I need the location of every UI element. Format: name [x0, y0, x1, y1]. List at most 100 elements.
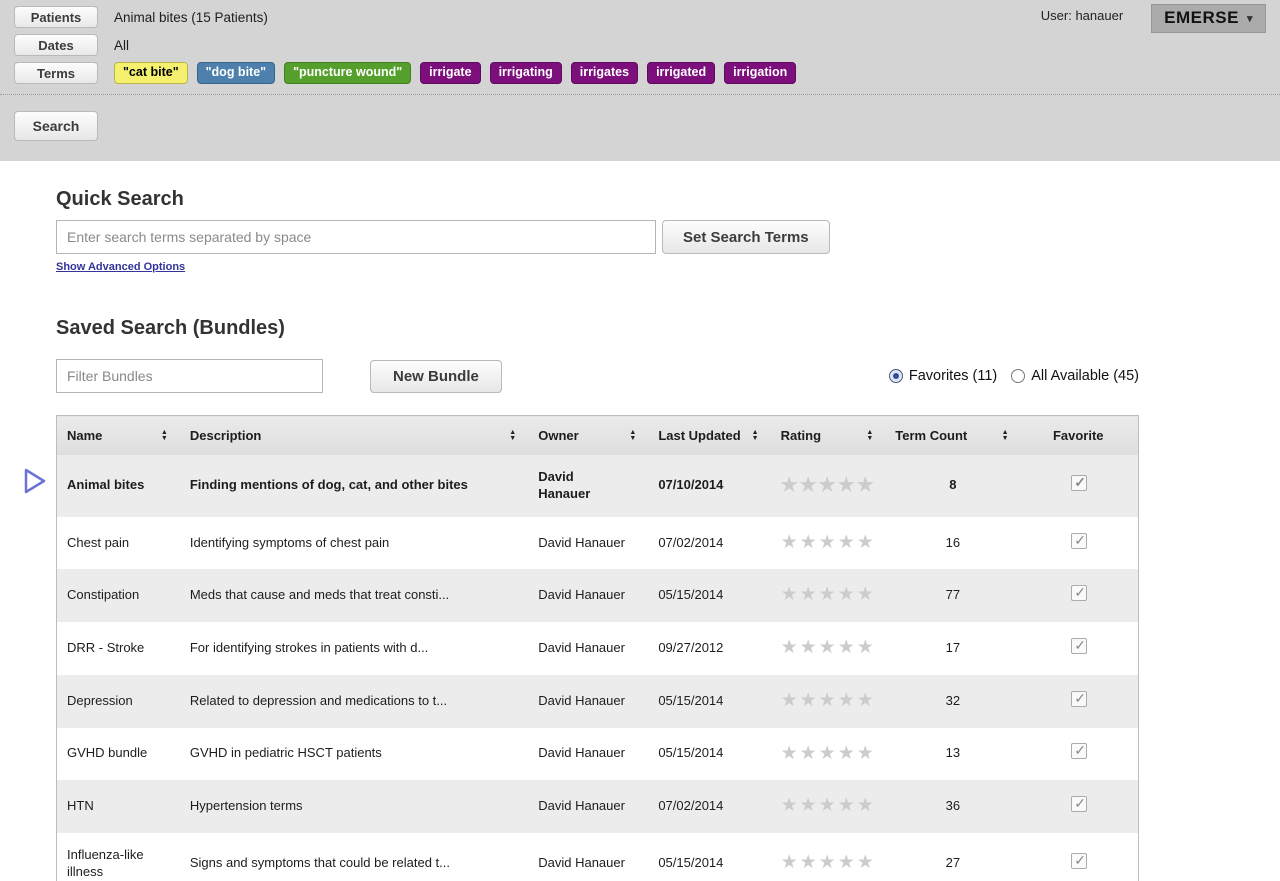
bundle-favorite: [1021, 517, 1139, 570]
bundle-row[interactable]: Depression Related to depression and medi…: [56, 674, 1139, 728]
bundle-row[interactable]: DRR - Stroke For identifying strokes in p…: [56, 622, 1139, 675]
rating-stars[interactable]: ★★★★★: [780, 474, 876, 496]
term-chips: "cat bite" "dog bite" "puncture wound" irri…: [114, 62, 797, 84]
filter-bundles-input[interactable]: [56, 359, 323, 393]
bundle-name: Constipation: [67, 587, 140, 603]
bundles-table: Name ▲ ▼ Description ▲ ▼ Owner ▲ ▼ Last Updated ▲ ▼…: [56, 415, 1139, 881]
bundle-term-count: 16: [945, 534, 961, 550]
bundle-owner: David Hanauer: [528, 569, 648, 622]
patients-row: Patients Animal bites (15 Patients): [14, 6, 1266, 28]
rating-stars[interactable]: ★★★★★: [780, 852, 876, 874]
sort-icon[interactable]: ▲ ▼: [751, 429, 759, 442]
term-chip[interactable]: irrigates: [570, 62, 639, 84]
bundle-last-updated: 05/15/2014: [658, 692, 724, 708]
favorite-checkbox[interactable]: [1071, 794, 1088, 812]
favorites-radio[interactable]: [888, 369, 903, 383]
all-available-radio-option[interactable]: All Available (45): [1011, 368, 1139, 384]
favorite-checkbox[interactable]: [1071, 473, 1088, 492]
rating-stars[interactable]: ★★★★★: [780, 742, 876, 764]
bundle-rating: ★★★★★: [771, 833, 886, 881]
favorites-radio-option[interactable]: Favorites (11): [888, 368, 997, 384]
patients-value: Animal bites (15 Patients): [114, 9, 268, 25]
column-header-owner[interactable]: Owner ▲ ▼: [528, 415, 649, 455]
bundle-description: For identifying strokes in patients with…: [189, 640, 429, 656]
bundle-rating: ★★★★★: [771, 622, 886, 675]
rating-stars[interactable]: ★★★★★: [780, 637, 876, 659]
set-search-terms-button[interactable]: Set Search Terms: [662, 220, 830, 254]
bundle-term-count: 77: [945, 587, 961, 603]
terms-button[interactable]: Terms: [14, 62, 98, 84]
bundle-owner: David Hanauer: [528, 780, 648, 833]
bundle-row[interactable]: Chest pain Identifying symptoms of chest …: [56, 516, 1139, 570]
emerse-menu-button[interactable]: EMERSE ▾: [1151, 4, 1266, 33]
show-advanced-options-link[interactable]: Show Advanced Options: [56, 261, 186, 273]
quick-search-input[interactable]: [56, 220, 656, 254]
favorite-checkbox[interactable]: [1071, 741, 1088, 760]
sort-icon[interactable]: ▲ ▼: [866, 429, 874, 442]
favorite-checkbox[interactable]: [1071, 689, 1088, 707]
term-chip[interactable]: irrigating: [489, 62, 562, 84]
dates-button[interactable]: Dates: [14, 34, 98, 56]
bundle-owner: David Hanauer: [528, 455, 648, 517]
column-header-description[interactable]: Description ▲ ▼: [179, 415, 529, 455]
bundle-favorite: [1021, 675, 1139, 728]
column-header-term-count[interactable]: Term Count ▲ ▼: [885, 415, 1021, 455]
bundle-name: GVHD bundle: [67, 745, 148, 761]
column-header-label: Owner: [538, 428, 579, 443]
table-header-row: Name ▲ ▼ Description ▲ ▼ Owner ▲ ▼ Last Updated ▲ ▼…: [56, 415, 1139, 455]
sort-icon[interactable]: ▲ ▼: [509, 429, 517, 442]
term-chip[interactable]: "dog bite": [196, 62, 276, 84]
bundle-name: Chest pain: [67, 534, 130, 550]
bundle-owner-text: David Hanauer: [538, 692, 625, 708]
terms-row: Terms "cat bite" "dog bite" "puncture woun…: [14, 62, 1266, 84]
term-chip[interactable]: irrigation: [724, 62, 797, 84]
patients-button[interactable]: Patients: [14, 6, 98, 28]
favorite-checkbox[interactable]: [1071, 851, 1088, 870]
term-chip[interactable]: irrigate: [420, 62, 481, 84]
rating-stars[interactable]: ★★★★★: [780, 689, 876, 711]
bundle-owner-text: David Hanauer: [538, 855, 625, 871]
quick-search-title: Quick Search: [56, 188, 184, 210]
bundle-owner: David Hanauer: [528, 675, 648, 728]
bundles-table-wrap: Name ▲ ▼ Description ▲ ▼ Owner ▲ ▼ Last Updated ▲ ▼…: [24, 415, 1139, 881]
bundle-row[interactable]: HTN Hypertension terms David Hanauer 07/02/…: [56, 780, 1139, 833]
bundle-row[interactable]: Influenza-like illness Signs and symptoms…: [56, 832, 1139, 881]
bundle-favorite: [1021, 780, 1139, 833]
bundle-row[interactable]: Constipation Meds that cause and meds tha…: [56, 569, 1139, 623]
term-chip[interactable]: "puncture wound": [284, 62, 412, 84]
bundle-owner-text: David Hanauer: [538, 798, 625, 814]
new-bundle-button[interactable]: New Bundle: [370, 359, 502, 393]
term-chip[interactable]: "cat bite": [114, 62, 188, 84]
bundle-row[interactable]: GVHD bundle GVHD in pediatric HSCT patien…: [56, 727, 1139, 781]
bundle-rating: ★★★★★: [771, 569, 886, 622]
column-header-favorite: Favorite: [1020, 415, 1139, 455]
column-header-rating[interactable]: Rating ▲ ▼: [770, 415, 886, 455]
search-button[interactable]: Search: [14, 111, 98, 141]
favorite-checkbox[interactable]: [1071, 636, 1088, 654]
favorite-checkbox[interactable]: [1071, 583, 1088, 602]
rating-stars[interactable]: ★★★★★: [780, 531, 876, 553]
bundle-rating: ★★★★★: [771, 517, 886, 570]
column-header-last-updated[interactable]: Last Updated ▲ ▼: [648, 415, 771, 455]
column-header-name[interactable]: Name ▲ ▼: [56, 415, 180, 455]
bundle-term-count: 8: [949, 477, 957, 493]
main-content: Quick Search Set Search Terms Show Advan…: [0, 161, 1195, 881]
column-header-label: Term Count: [895, 428, 968, 443]
column-header-label: Last Updated: [658, 428, 741, 443]
sort-icon[interactable]: ▲ ▼: [629, 429, 637, 442]
favorite-checkbox[interactable]: [1071, 531, 1088, 549]
rating-stars[interactable]: ★★★★★: [780, 795, 876, 817]
bundle-row[interactable]: Animal bites Finding mentions of dog, cat…: [56, 455, 1139, 517]
sort-icon[interactable]: ▲ ▼: [1001, 429, 1009, 442]
bundle-term-count: 27: [945, 855, 961, 871]
bundle-description: Finding mentions of dog, cat, and other …: [189, 477, 468, 493]
bundle-owner-text: David Hanauer: [538, 587, 625, 603]
bundle-last-updated: 05/15/2014: [658, 745, 724, 761]
bundle-name: Depression: [67, 692, 133, 708]
term-chip[interactable]: irrigated: [647, 62, 716, 84]
rating-stars[interactable]: ★★★★★: [780, 584, 876, 606]
bundle-rating: ★★★★★: [771, 728, 886, 781]
sort-icon[interactable]: ▲ ▼: [160, 429, 168, 442]
all-available-radio[interactable]: [1011, 369, 1026, 383]
bundle-term-count: 17: [945, 640, 961, 656]
